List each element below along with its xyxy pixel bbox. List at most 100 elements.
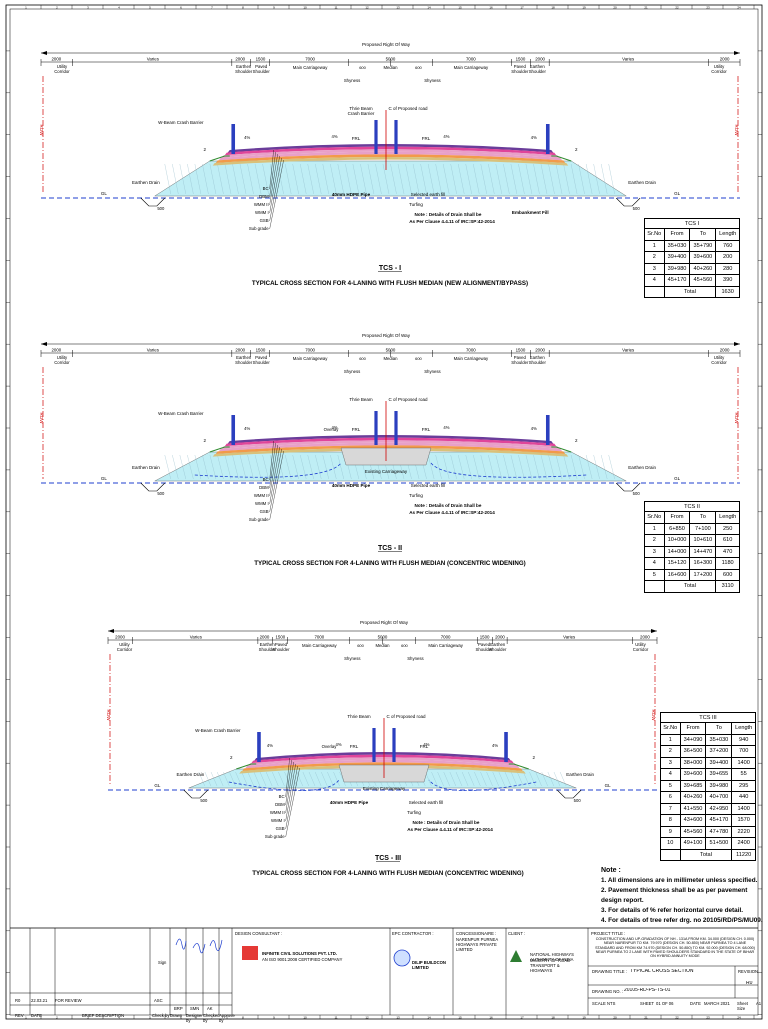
shyness-dimension: 600 [357,643,364,648]
fill-hatch [307,454,314,480]
hdpe-pipe-label: 40mm HDPE Pipe [332,192,371,197]
fill-hatch [337,454,344,480]
fill-hatch [525,454,533,480]
shyness-dimension: 600 [359,356,366,361]
drawn-value: BRP [174,1006,183,1011]
note-item: 4. For details of tree refer drg. no 201… [601,917,763,924]
table-cell: 39+685 [679,779,707,792]
table-cell: 1570 [731,814,756,827]
grid-number: 3 [87,6,89,10]
table-cell: 1180 [715,557,740,570]
fill-hatch [333,771,340,787]
zone-label: Utility [714,64,725,69]
table-cell: 40+700 [705,791,733,804]
slope-label: 2 [533,755,536,760]
drain-width: 500 [157,206,165,211]
crossfall-label: 4% [244,135,250,140]
grid-number: 13 [396,6,400,10]
chainage-table-tcs-2: TCS II Sr.No From To Length 1 6+850 7+100 250 2 10… [644,501,740,593]
table-caption: TCS III [660,712,756,723]
project-title-label: PROJECT TITLE : [591,931,626,936]
grid-number: 3 [87,1016,89,1020]
thrie-beam-callout: Thrie Beam [349,397,373,402]
earthen-drain [140,482,166,492]
fill-hatch [461,771,469,787]
fill-hatch [254,163,262,195]
fill-hatch [285,163,292,195]
dimension-value: 1500 [480,635,490,640]
fill-hatch [450,163,457,195]
fill-hatch [375,163,382,195]
note-item: 2. Pavement thickness shall be as per pa… [601,887,748,904]
dimension-value: Varies [147,57,160,62]
grid-number: 18 [551,6,555,10]
grid-number: 21 [644,6,648,10]
gl-label: GL [674,191,681,196]
table-cell: 43+600 [679,814,707,827]
turfing-label: Turfing [409,202,423,207]
grid-number: 9 [273,1016,275,1020]
table-cell: 10+610 [689,534,717,547]
table-cell: 36+500 [679,745,707,758]
turfing [551,155,572,162]
crossfall-label: 4% [531,426,537,431]
row-side-label: ROW [651,710,656,722]
layer-label: WMM II [270,810,285,815]
general-notes: Note : 1. All dimensions are in millimet… [601,866,766,926]
shyness-dimension: 600 [415,65,422,70]
section-subtitle: TYPICAL CROSS SECTION FOR 4-LANING WITH … [252,870,523,877]
layer-label: WMM II [254,493,269,498]
layer-leader [269,149,274,190]
table-header: To [689,511,717,524]
table-cell: 51+500 [705,837,733,850]
drain-note: As Per Clause 4.4.11 of IRC:SP:42-2014 [409,219,495,224]
table-header: To [705,722,733,735]
layer-label: BC [263,477,269,482]
selected-fill-label: Selected earth fill [411,483,446,488]
fill-hatch [314,771,322,787]
fill-hatch [458,454,465,480]
fill-hatch [473,454,480,480]
table-cell: 4 [660,768,681,781]
table-row: 2 36+500 37+200 700 [660,745,756,758]
zone-label: Main Carriageway [454,65,489,70]
table-cell: 700 [731,745,756,758]
pavement-layer [221,440,560,449]
zone-label: Utility [635,642,646,647]
scale-value: NTS [607,1001,616,1006]
w-beam-crash-barrier [231,415,236,445]
fill-hatch [330,454,337,480]
crossfall-label: 4% [244,426,250,431]
concessionaire-name: NARENPUR PURNEA HIGHWAYS PRIVATE LIMITED [456,937,498,952]
thrie-beam-barrier [392,728,396,762]
fill-hatch [224,163,232,195]
earthen-drain-label: Earthen Drain [132,180,160,185]
fill-hatch [517,771,524,787]
fill-hatch [412,163,420,195]
fill-hatch [224,454,232,480]
fill-hatch [217,454,224,480]
fill-hatch [570,163,578,195]
client-logo [510,950,522,962]
hdpe-pipe-label: 40mm HDPE Pipe [330,800,369,805]
grid-number: 22 [675,6,679,10]
table-row: 3 38+000 39+400 1400 [660,756,756,769]
table-row: 8 43+600 45+170 1570 [660,814,756,827]
rev-header: REV [15,1013,24,1018]
sheet-inner-border [9,8,759,1016]
slope-label: 2 [575,438,578,443]
fill-hatch [480,771,487,787]
existing-carriageway-label: Existing Carriageway [365,469,408,474]
w-beam-callout: W-Beam Crash Barrier [158,120,204,125]
fill-hatch [480,454,487,480]
table-cell: 470 [715,545,740,558]
table-row: 10 49+100 51+500 2400 [660,837,756,850]
scale-label: SCALE [592,1001,606,1006]
drain-note: Note : Details of Drain Shall be [415,503,482,508]
table-cell: 2 [644,251,665,264]
table-cell: 1 [644,239,665,252]
fill-hatch [187,163,194,195]
table-row: 6 40+260 40+700 440 [660,791,756,804]
grid-number: 7 [211,1016,213,1020]
